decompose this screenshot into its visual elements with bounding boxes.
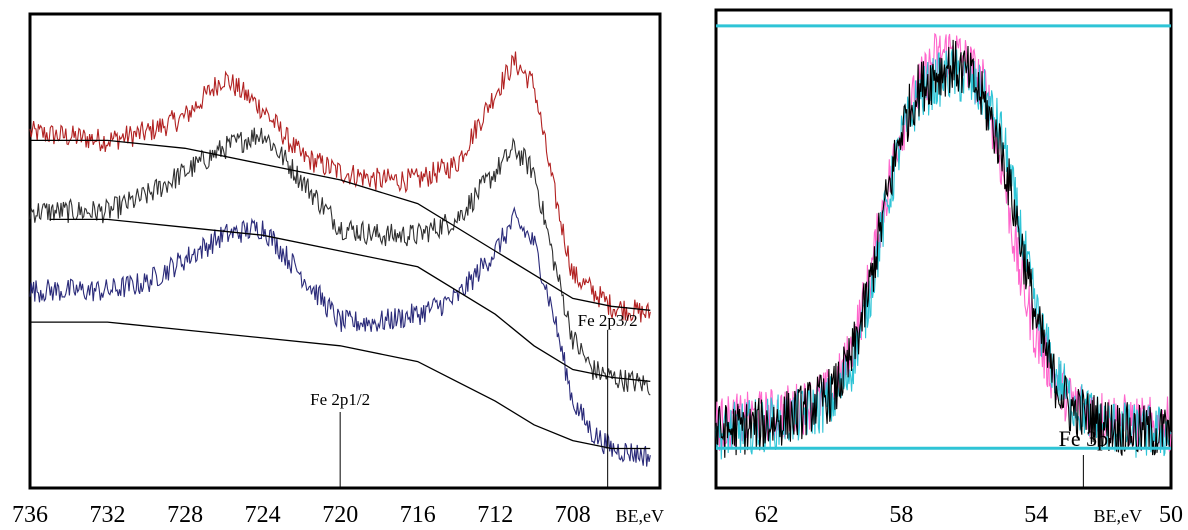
- fe2p-series-0: [29, 51, 651, 323]
- fe3p-x-tick-62: 62: [755, 502, 779, 528]
- fe3p-annotation-label-0: Fe 3p: [1059, 426, 1109, 451]
- fe2p-x-tick-716: 716: [400, 502, 436, 528]
- fe2p-x-axis-label: BE,eV: [616, 506, 665, 526]
- fe2p-x-tick-732: 732: [90, 502, 126, 528]
- fe2p-chart: Fe 2p1/2 Fe 2p3/2 736 732 728 724 720 716 712 70…: [12, 12, 665, 528]
- fe2p-x-tick-720: 720: [322, 502, 358, 528]
- fe2p-series-2: [29, 206, 651, 467]
- fe3p-series-layer: [715, 24, 1172, 460]
- fe2p-x-tick-labels: 736 732 728 724 720 716 712 708: [12, 502, 591, 528]
- fe2p-series-5: [30, 321, 651, 450]
- fe3p-annotations-layer: Fe 3p: [1059, 426, 1109, 488]
- fe2p-series-4: [49, 218, 651, 383]
- fe2p-annotation-label-0: Fe 2p1/2: [310, 390, 370, 409]
- fe2p-x-tick-728: 728: [167, 502, 203, 528]
- fe2p-plot-frame: [28, 12, 662, 490]
- fe3p-series-2: [715, 39, 1172, 458]
- fe2p-x-tick-736: 736: [12, 502, 48, 528]
- fe2p-annotation-label-1: Fe 2p3/2: [578, 311, 638, 330]
- fe2p-x-tick-724: 724: [245, 502, 281, 528]
- fe3p-x-tick-58: 58: [889, 502, 913, 528]
- fe3p-x-tick-labels: 62 58 54 50: [755, 502, 1183, 528]
- fe3p-chart: Fe 3p 62 58 54 50 BE,eV: [714, 8, 1183, 528]
- fe3p-plot-frame: [714, 8, 1173, 490]
- fe2p-x-tick-708: 708: [555, 502, 591, 528]
- fe2p-annotations-layer: Fe 2p1/2 Fe 2p3/2: [310, 311, 638, 488]
- fe3p-x-tick-50: 50: [1159, 502, 1183, 528]
- fe2p-series-3: [30, 139, 651, 311]
- fe2p-x-tick-712: 712: [477, 502, 513, 528]
- fe3p-x-axis-label: BE,eV: [1094, 506, 1143, 526]
- fe2p-series-1: [29, 127, 651, 396]
- fe3p-x-tick-54: 54: [1024, 502, 1048, 528]
- fe2p-series-layer: [29, 51, 651, 467]
